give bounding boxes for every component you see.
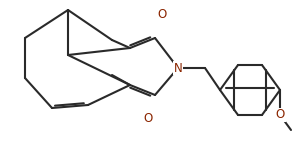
Text: N: N xyxy=(174,62,182,75)
Text: O: O xyxy=(275,108,285,121)
Text: O: O xyxy=(143,111,153,124)
Text: O: O xyxy=(157,7,167,21)
